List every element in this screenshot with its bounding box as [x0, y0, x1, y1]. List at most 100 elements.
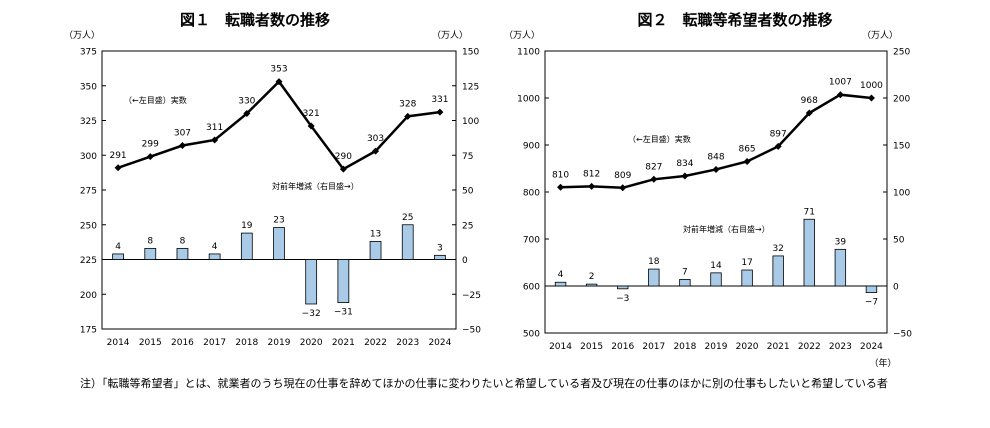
c2-x-tick-label: 2020 [736, 342, 759, 352]
c2-line-point [650, 175, 658, 183]
c1-bar-value-label: −31 [334, 308, 353, 318]
c2-bar [648, 268, 660, 287]
c2-line-value-label: 1000 [860, 81, 883, 91]
c2-x-unit: （年） [869, 357, 896, 369]
c2-bar [772, 255, 784, 287]
c1-line-value-label: 328 [399, 99, 416, 109]
c2-bar-value-label: 14 [710, 261, 722, 271]
c1-bar [208, 253, 221, 260]
c1-left-tick-label: 175 [80, 326, 97, 336]
c1-line-value-label: 321 [303, 109, 320, 119]
c2-bar-value-label: 7 [682, 267, 688, 277]
c2-bar [679, 279, 691, 287]
c2-bar-value-label: 18 [648, 257, 660, 267]
c2-line-point [681, 172, 689, 180]
c1-line-value-label: 353 [270, 65, 287, 75]
c1-right-tick-label: 100 [462, 117, 479, 127]
c2-x-tick-label: 2019 [705, 342, 728, 352]
c2-line-point [867, 94, 875, 102]
c1-left-tick-label: 300 [80, 152, 97, 162]
c2-bar-value-label: −3 [616, 294, 629, 304]
c2-bar-value-label: 71 [804, 207, 815, 217]
c2-left-unit: （万人） [504, 30, 540, 41]
c2-right-tick-label: 150 [893, 142, 910, 152]
c2-x-tick-label: 2015 [580, 342, 603, 352]
c1-right-tick-label: 150 [462, 48, 479, 58]
c2-x-tick-label: 2016 [611, 342, 634, 352]
c2-bar-value-label: 4 [558, 270, 564, 280]
c1-x-tick-label: 2019 [268, 338, 291, 348]
c2-line-value-label: 812 [583, 169, 600, 179]
c1-bar [369, 241, 382, 260]
c2-line-point [836, 91, 844, 99]
c2-bar-value-label: 17 [741, 258, 752, 268]
chart-1-figure: 図１ 転職者数の推移（万人） （万人）1752002252502753003253… [64, 11, 481, 348]
c1-left-tick-label: 250 [80, 221, 97, 231]
c1-line-value-label: 299 [142, 140, 159, 150]
c2-bar [617, 285, 629, 290]
c1-bar [305, 259, 318, 305]
c2-bar-value-label: 39 [835, 237, 847, 247]
c1-x-tick-label: 2024 [428, 338, 451, 348]
c2-line-series-label: （←左目盛）実数 [628, 134, 691, 144]
c1-line-point [339, 165, 347, 173]
c2-right-tick-label: 200 [893, 95, 910, 105]
c1-bar [176, 247, 189, 260]
c2-right-tick-label: 0 [893, 283, 899, 293]
c1-right-tick-label: 50 [462, 187, 474, 197]
c1-left-tick-label: 200 [80, 291, 97, 301]
c2-line-point [619, 184, 627, 192]
c1-x-tick-label: 2015 [139, 338, 162, 348]
c2-bar [554, 281, 567, 287]
c2-bar [803, 218, 815, 287]
c2-line-point [774, 142, 782, 150]
c2-line-point [712, 165, 720, 173]
c1-x-tick-label: 2017 [203, 338, 226, 348]
c2-line-value-label: 865 [738, 144, 755, 154]
c1-x-tick-label: 2021 [332, 338, 355, 348]
c2-line-point [805, 109, 813, 117]
c1-line-point [436, 108, 444, 116]
c1-line-value-label: 290 [335, 152, 352, 162]
c2-bar-value-label: −7 [865, 298, 878, 308]
c2-x-tick-label: 2023 [829, 342, 852, 352]
c2-left-tick-label: 600 [523, 283, 540, 293]
c2-left-tick-label: 1100 [517, 48, 540, 58]
c2-x-tick-label: 2022 [798, 342, 821, 352]
c1-line-value-label: 303 [367, 134, 384, 144]
c2-bar [710, 272, 722, 287]
c1-bar [240, 232, 253, 260]
c2-bar [585, 283, 598, 287]
footnote: 注）「転職等希望者」とは、就業者のうち現在の仕事を辞めてほかの仕事に変わりたいと… [80, 377, 888, 390]
c1-bar-series-label: 対前年増減（右目盛→） [272, 181, 359, 191]
c1-left-unit: （万人） [64, 30, 100, 41]
c2-x-tick-label: 2017 [642, 342, 665, 352]
c1-right-tick-label: −25 [462, 291, 481, 301]
c1-bar [112, 253, 124, 260]
c2-x-tick-label: 2014 [549, 342, 572, 352]
c1-left-tick-label: 325 [80, 117, 97, 127]
c2-line-series [560, 93, 872, 190]
c1-bar [337, 259, 350, 303]
chart-2-figure: 図２ 転職等希望者数の推移（万人） （万人）（年）5006007008009001… [504, 11, 912, 369]
c2-right-tick-label: 50 [893, 236, 905, 246]
c2-bar-series-label: 対前年増減（右目盛→） [683, 224, 770, 234]
c2-line-point [743, 157, 751, 165]
c2-line-value-label: 834 [676, 159, 693, 169]
c2-left-tick-label: 800 [523, 189, 540, 199]
c1-right-tick-label: 125 [462, 82, 479, 92]
c2-right-tick-label: 250 [893, 48, 910, 58]
c2-left-tick-label: 500 [523, 330, 540, 340]
c1-line-series [117, 79, 441, 171]
c1-right-tick-label: 75 [462, 152, 473, 162]
c1-bar [434, 254, 446, 260]
c2-bar [865, 285, 878, 293]
c1-bar-value-label: 8 [147, 236, 153, 246]
c1-left-tick-label: 225 [80, 256, 97, 266]
c2-line-value-label: 809 [614, 171, 631, 181]
c2-line-value-label: 848 [707, 152, 724, 162]
c2-bar-value-label: 32 [772, 244, 783, 254]
c1-left-tick-label: 350 [80, 82, 97, 92]
c1-title: 図１ 転職者数の推移 [180, 11, 330, 29]
c1-x-tick-label: 2014 [107, 338, 130, 348]
